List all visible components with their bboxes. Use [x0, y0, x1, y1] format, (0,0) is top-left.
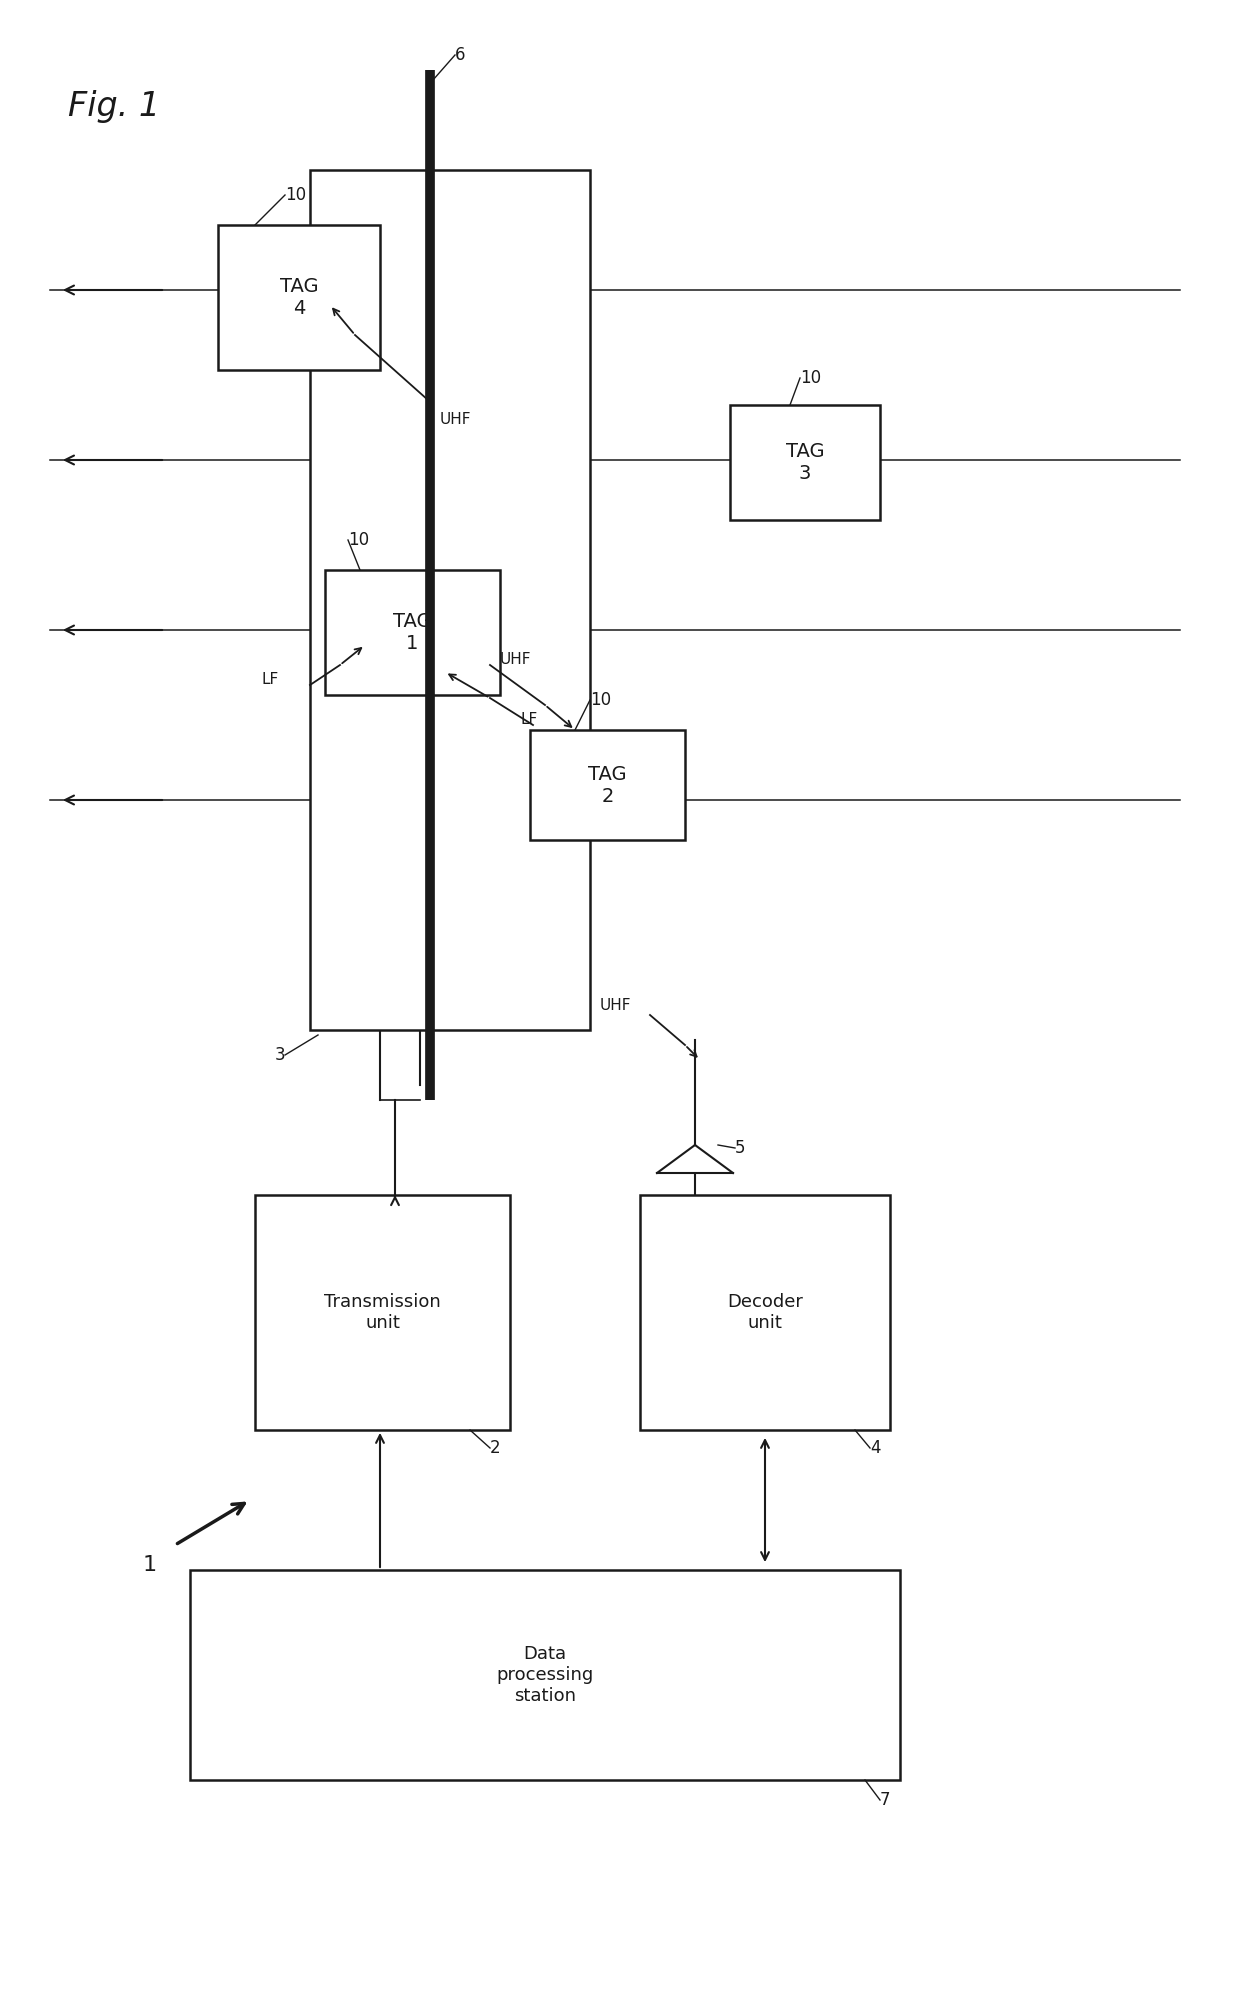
Text: 2: 2	[490, 1439, 501, 1457]
Text: 5: 5	[735, 1140, 745, 1156]
Bar	[310, 171, 590, 1030]
Text: Data
processing
station: Data processing station	[496, 1646, 594, 1704]
Bar	[190, 1569, 900, 1780]
Text: 3: 3	[274, 1046, 285, 1064]
Text: LF: LF	[520, 712, 537, 727]
Text: TAG
2: TAG 2	[588, 765, 626, 805]
Text: 10: 10	[800, 369, 821, 387]
Text: 4: 4	[870, 1439, 880, 1457]
Bar	[325, 570, 500, 694]
Text: 10: 10	[590, 690, 611, 708]
Text: 7: 7	[880, 1790, 890, 1808]
Bar	[255, 1194, 510, 1431]
Text: 10: 10	[285, 187, 306, 205]
Text: Transmission
unit: Transmission unit	[324, 1293, 441, 1333]
Text: UHF: UHF	[440, 413, 471, 427]
Bar	[640, 1194, 890, 1431]
Bar	[730, 405, 880, 520]
Bar	[218, 225, 379, 369]
Text: TAG
4: TAG 4	[280, 277, 319, 317]
Text: 10: 10	[348, 532, 370, 550]
Bar	[529, 731, 684, 841]
Text: LF: LF	[262, 672, 279, 688]
Text: UHF: UHF	[600, 997, 631, 1012]
Text: Fig. 1: Fig. 1	[68, 90, 160, 122]
Text: TAG
1: TAG 1	[393, 612, 432, 652]
Text: Decoder
unit: Decoder unit	[727, 1293, 804, 1333]
Text: UHF: UHF	[500, 652, 532, 668]
Text: TAG
3: TAG 3	[786, 442, 825, 484]
Text: 6: 6	[455, 46, 465, 64]
Text: 1: 1	[143, 1555, 157, 1575]
